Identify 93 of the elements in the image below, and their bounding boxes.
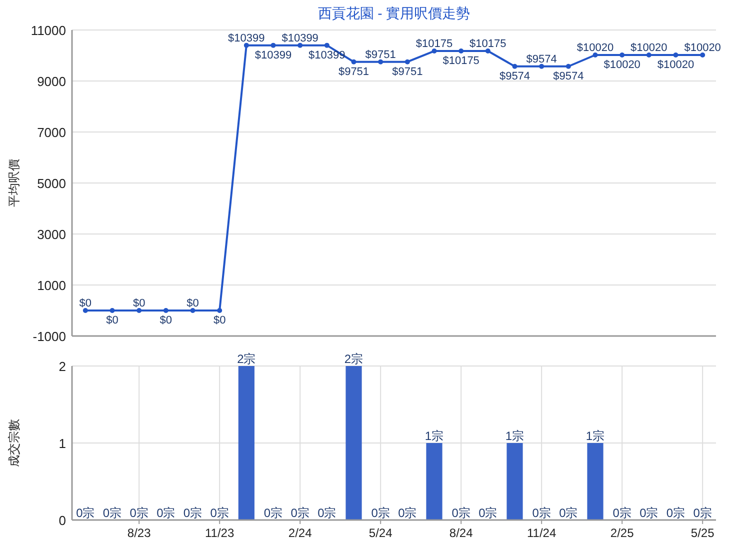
y-tick-label: 5000 <box>37 176 66 191</box>
point <box>512 64 518 69</box>
data-label: $10020 <box>657 58 694 71</box>
data-label: 0宗 <box>156 506 176 520</box>
y-axis-title: 成交宗數 <box>7 419 21 467</box>
y-tick-label: 1 <box>58 436 66 451</box>
data-label: $10175 <box>470 38 506 50</box>
data-label: 1宗 <box>505 429 524 443</box>
y-tick-label: 1000 <box>37 278 66 293</box>
data-label: $9751 <box>338 66 370 78</box>
point <box>163 308 168 313</box>
point <box>404 59 410 64</box>
data-label: $0 <box>79 298 92 310</box>
point <box>539 64 544 69</box>
point <box>700 52 706 58</box>
data-label: $9574 <box>553 70 584 82</box>
point <box>673 52 678 58</box>
x-tick-label: 11/24 <box>527 526 556 540</box>
data-label: $9751 <box>392 66 423 78</box>
data-label: $0 <box>213 314 226 326</box>
x-tick-label: 8/23 <box>127 526 152 540</box>
chart-title: 西貢花園 - 實用呎價走勢 <box>318 5 470 21</box>
data-label: $10175 <box>416 38 453 50</box>
data-label: $0 <box>106 314 118 326</box>
x-tick-label: 5/25 <box>690 526 715 540</box>
x-tick-label: 5/24 <box>368 526 393 540</box>
data-label: 0宗 <box>290 506 310 520</box>
point <box>270 42 276 48</box>
data-label: 1宗 <box>424 429 444 443</box>
data-label: 0宗 <box>76 506 95 520</box>
point <box>485 48 490 54</box>
data-label: 0宗 <box>183 506 202 520</box>
data-label: $9574 <box>526 53 557 66</box>
point <box>378 59 384 64</box>
point <box>620 52 625 58</box>
data-label: $10175 <box>442 55 480 68</box>
data-label: 2宗 <box>344 352 364 366</box>
data-label: 0宗 <box>478 506 498 520</box>
x-tick-label: 2/25 <box>610 526 634 540</box>
point <box>646 52 652 58</box>
data-label: $10020 <box>630 42 668 54</box>
point <box>298 42 303 48</box>
point <box>136 308 142 313</box>
data-label: 0宗 <box>559 506 578 520</box>
data-label: 0宗 <box>693 506 712 520</box>
point <box>566 64 571 69</box>
data-label: 0宗 <box>318 506 336 520</box>
data-label: $10399 <box>308 49 346 62</box>
y-tick-label: 3000 <box>37 227 66 242</box>
data-label: $0 <box>186 298 199 310</box>
data-label: 1宗 <box>586 429 605 443</box>
point <box>592 52 598 58</box>
data-label: $10399 <box>282 32 318 44</box>
data-label: 0宗 <box>398 506 417 520</box>
data-label: $0 <box>132 298 146 310</box>
point <box>82 308 88 313</box>
point <box>351 59 356 64</box>
data-label: $10020 <box>684 42 721 54</box>
data-label: $9751 <box>365 48 396 61</box>
data-label: $0 <box>160 314 172 326</box>
data-label: $10020 <box>604 58 640 71</box>
y-tick-label: 0 <box>58 513 66 528</box>
point <box>458 48 464 54</box>
data-label: 0宗 <box>371 506 390 520</box>
data-label: $10399 <box>254 49 292 62</box>
x-tick-label: 8/24 <box>449 526 474 540</box>
data-label: $9574 <box>499 70 530 82</box>
data-label: 0宗 <box>102 506 122 520</box>
x-tick-label: 11/23 <box>205 526 234 540</box>
data-label: 0宗 <box>612 506 632 520</box>
y-tick-label: 11000 <box>30 23 66 38</box>
data-label: 0宗 <box>452 506 470 520</box>
y-axis-title: 平均呎價 <box>7 159 21 207</box>
data-label: 0宗 <box>210 506 229 520</box>
point <box>190 308 196 313</box>
point <box>432 48 437 54</box>
point <box>217 308 222 313</box>
data-label: $10399 <box>228 32 265 44</box>
point <box>110 308 115 313</box>
x-tick-label: 2/24 <box>288 526 312 540</box>
data-label: 0宗 <box>532 506 551 520</box>
data-label: $10020 <box>576 42 614 54</box>
y-tick-label: 7000 <box>37 125 66 140</box>
data-label: 0宗 <box>264 506 283 520</box>
data-label: 0宗 <box>666 506 686 520</box>
data-label: 2宗 <box>237 352 256 366</box>
data-label: 0宗 <box>640 506 658 520</box>
y-tick-label: 2 <box>58 359 66 374</box>
y-tick-label: -1000 <box>32 329 66 344</box>
point <box>244 42 249 48</box>
y-tick-label: 9000 <box>37 74 66 89</box>
point <box>324 42 330 48</box>
data-label: 0宗 <box>130 506 148 520</box>
